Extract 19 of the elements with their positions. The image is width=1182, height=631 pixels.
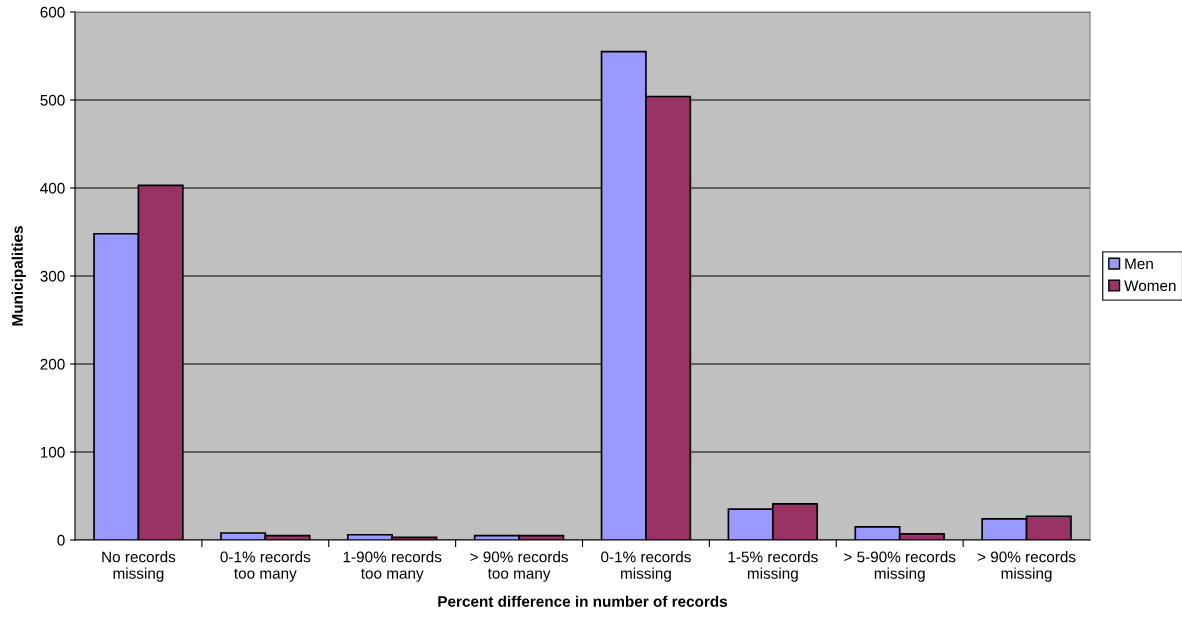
- x-tick-label: No records missing: [102, 551, 176, 582]
- x-tick-label: 0-1% records missing: [601, 551, 691, 582]
- legend-label: Men: [1125, 258, 1153, 270]
- legend-label: Women: [1124, 280, 1176, 292]
- x-axis-title: Percent difference in number of records: [438, 595, 728, 607]
- x-tick-label: > 90% records missing: [977, 551, 1076, 582]
- x-tick-label: 1-5% records missing: [728, 551, 818, 582]
- x-tick-label: > 90% records too many: [470, 551, 568, 582]
- y-tick-label: 200: [40, 358, 65, 370]
- y-tick-label: 400: [40, 182, 65, 194]
- x-tick-label: > 5-90% records missing: [844, 551, 956, 582]
- y-axis-title: Municipalities: [11, 226, 26, 326]
- y-tick-label: 600: [40, 6, 65, 18]
- y-tick-label: 0: [57, 534, 65, 546]
- y-tick-label: 100: [40, 446, 65, 458]
- y-tick-label: 300: [40, 270, 65, 282]
- x-tick-label: 0-1% records too many: [220, 551, 311, 582]
- y-tick-label: 500: [40, 94, 65, 106]
- x-tick-label: 1-90% records too many: [343, 551, 442, 582]
